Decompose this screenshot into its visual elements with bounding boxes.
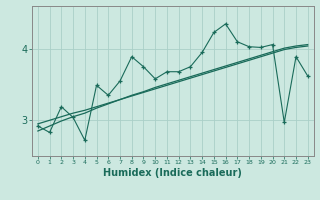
X-axis label: Humidex (Indice chaleur): Humidex (Indice chaleur) <box>103 168 242 178</box>
